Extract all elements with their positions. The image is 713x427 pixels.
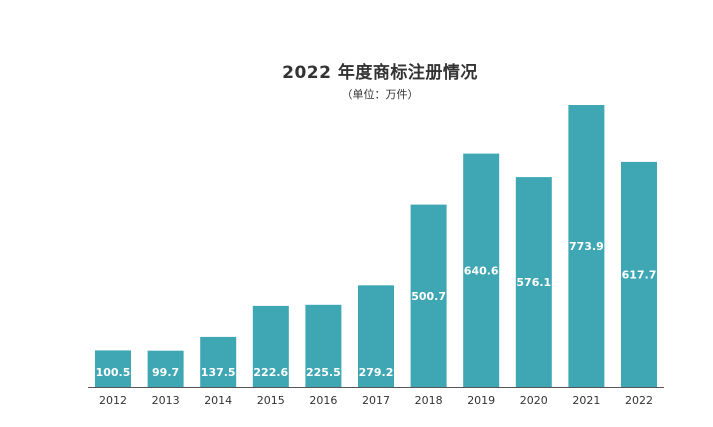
- x-tick-label-2022: 2022: [625, 394, 653, 407]
- data-label-2017: 279.2: [359, 366, 394, 379]
- data-label-2013: 99.7: [152, 366, 179, 379]
- plot-area: 100.5 2012 99.7 2013 137.5 2014 222.6 2015 225.5…: [0, 0, 713, 427]
- x-tick-label-2019: 2019: [467, 394, 495, 407]
- data-label-2014: 137.5: [201, 366, 236, 379]
- x-tick-label-2015: 2015: [257, 394, 285, 407]
- data-label-2021: 773.9: [569, 240, 604, 253]
- x-tick-label-2017: 2017: [362, 394, 390, 407]
- data-label-2012: 100.5: [96, 366, 131, 379]
- bar-2014: [200, 337, 236, 387]
- x-tick-label-2021: 2021: [572, 394, 600, 407]
- x-tick-label-2016: 2016: [309, 394, 337, 407]
- chart: 2022 年度商标注册情况 （单位：万件） 100.5201299.720131…: [0, 0, 713, 427]
- data-label-2019: 640.6: [464, 264, 499, 277]
- data-label-2020: 576.1: [516, 276, 551, 289]
- data-label-2016: 225.5: [306, 366, 341, 379]
- x-tick-label-2018: 2018: [415, 394, 443, 407]
- data-label-2018: 500.7: [411, 290, 446, 303]
- x-tick-label-2013: 2013: [152, 394, 180, 407]
- data-label-2015: 222.6: [253, 366, 288, 379]
- x-tick-label-2012: 2012: [99, 394, 127, 407]
- x-tick-label-2014: 2014: [204, 394, 232, 407]
- x-tick-label-2020: 2020: [520, 394, 548, 407]
- data-label-2022: 617.7: [622, 269, 657, 282]
